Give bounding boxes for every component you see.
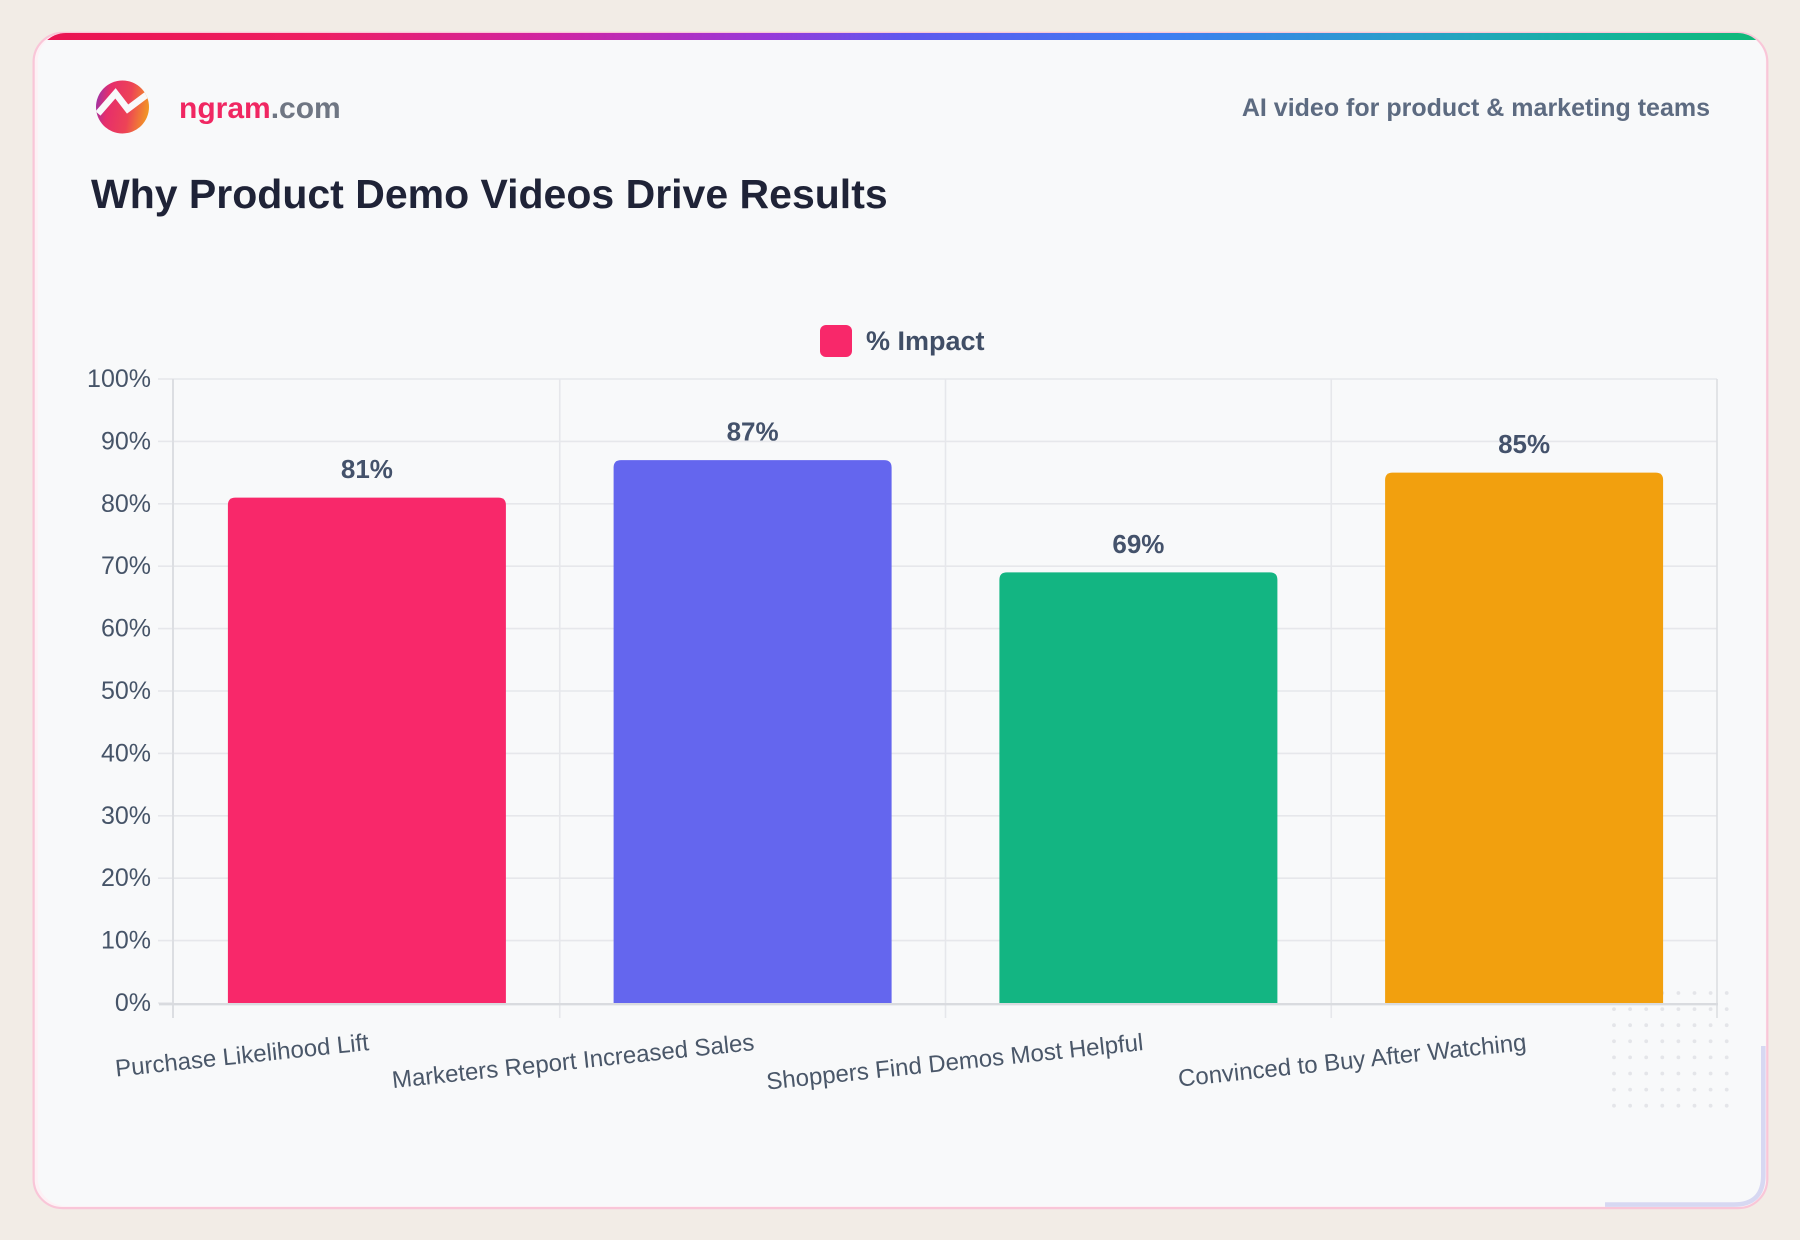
svg-text:85%: 85% [1498,429,1550,459]
svg-text:70%: 70% [101,552,151,580]
svg-text:80%: 80% [101,490,151,518]
svg-text:60%: 60% [101,615,151,643]
svg-text:ngram.com: ngram.com [179,92,341,125]
svg-text:30%: 30% [101,802,151,830]
svg-text:AI video for product & marketi: AI video for product & marketing teams [1242,94,1710,122]
svg-text:0%: 0% [115,989,151,1017]
svg-text:50%: 50% [101,677,151,705]
svg-text:90%: 90% [101,427,151,455]
svg-text:% Impact: % Impact [866,326,985,356]
svg-text:100%: 100% [87,365,151,393]
svg-text:10%: 10% [101,927,151,955]
svg-text:87%: 87% [727,417,779,447]
svg-text:69%: 69% [1112,529,1164,559]
svg-text:81%: 81% [341,454,393,484]
svg-text:Why Product Demo Videos Drive: Why Product Demo Videos Drive Results [91,171,888,217]
svg-text:20%: 20% [101,864,151,892]
svg-text:40%: 40% [101,739,151,767]
